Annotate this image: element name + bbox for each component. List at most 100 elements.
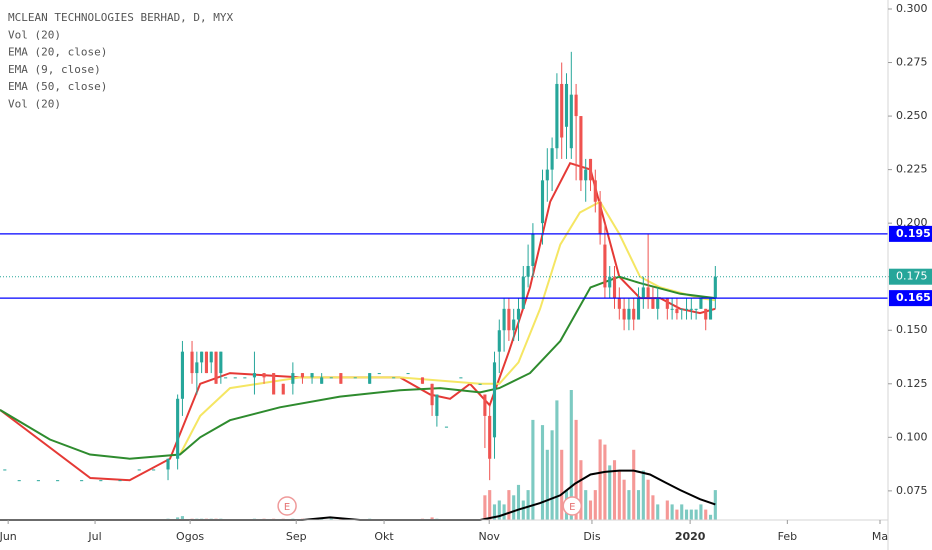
volume-bar — [598, 439, 602, 520]
volume-bar — [699, 504, 703, 520]
volume-bar — [531, 419, 535, 520]
level-label-box — [889, 225, 932, 242]
y-tick-label: 0.125 — [896, 377, 928, 390]
volume-bar — [689, 509, 693, 520]
candle-body — [641, 287, 645, 299]
candle-body — [545, 169, 549, 181]
volume-bar — [176, 517, 180, 520]
y-tick-label: 0.075 — [896, 484, 928, 497]
legend-line: Vol (20) — [8, 28, 61, 41]
volume-bar — [612, 460, 617, 520]
last-price-box — [889, 268, 932, 285]
volume-bar — [560, 449, 564, 520]
level-label: 0.195 — [896, 227, 931, 240]
legend-line: EMA (20, close) — [8, 46, 107, 59]
volume-bar — [339, 518, 343, 520]
candle-body — [574, 94, 578, 117]
candle-body — [675, 308, 679, 314]
x-tick-label: Sep — [286, 530, 307, 543]
volume-bar — [713, 490, 717, 520]
candle-body — [521, 276, 525, 309]
candle-body — [569, 94, 573, 149]
candle-body — [17, 480, 21, 482]
candle-body — [99, 480, 103, 482]
volume-bar — [588, 500, 593, 520]
volume-bar — [526, 490, 530, 520]
volume-bar — [497, 500, 501, 520]
candle-body — [190, 351, 194, 374]
candle-body — [526, 265, 530, 277]
candle-body — [502, 308, 506, 331]
candle-body — [233, 377, 237, 379]
candle-body — [320, 377, 324, 384]
candle-body — [588, 158, 593, 181]
volume-bar — [569, 390, 573, 520]
earnings-marker — [562, 496, 583, 516]
candle-body — [272, 373, 276, 395]
candle-body — [478, 383, 482, 385]
volume-bar — [521, 500, 525, 520]
y-tick-label: 0.275 — [896, 56, 928, 69]
candle-body — [579, 116, 583, 181]
volume-bar — [646, 479, 650, 520]
candle-body — [291, 373, 295, 384]
candle-body — [200, 351, 204, 363]
candle-body — [420, 377, 425, 384]
volume-bar — [492, 504, 497, 520]
candle-body — [137, 469, 141, 471]
candle-body — [612, 276, 617, 299]
candle-body — [176, 398, 180, 459]
candle-body — [704, 308, 708, 320]
volume-bar — [512, 495, 516, 520]
candle-body — [377, 373, 381, 375]
volume-bar — [603, 444, 607, 520]
volume-bar — [488, 490, 492, 520]
volume-bar — [708, 514, 713, 520]
candle-body — [627, 308, 631, 320]
candle-body — [262, 373, 266, 378]
candle-body — [564, 83, 569, 127]
level-label: 0.165 — [896, 291, 931, 304]
candle-body — [219, 351, 223, 374]
volume-bar — [502, 504, 506, 520]
y-tick-label: 0.300 — [896, 2, 928, 15]
volume-bar — [593, 490, 597, 520]
candle-body — [353, 377, 357, 379]
candle-body — [593, 180, 597, 202]
candle-body — [651, 298, 655, 309]
candle-body — [632, 308, 636, 320]
x-tick-label: 2020 — [675, 530, 706, 543]
candle-body — [444, 426, 449, 428]
x-tick-label: Dis — [583, 530, 601, 543]
candle-body — [665, 298, 669, 309]
candle-body — [195, 362, 199, 374]
volume-bar — [670, 504, 674, 520]
candle-body — [680, 308, 684, 310]
volume-bar — [430, 517, 434, 520]
earnings-label: E — [569, 502, 575, 513]
volume-bar — [665, 500, 669, 520]
volume-bar — [507, 490, 511, 520]
volume-bar — [329, 518, 333, 520]
x-tick-label: Feb — [778, 530, 797, 543]
legend-line: MCLEAN TECHNOLOGIES BERHAD, D, MYX — [8, 11, 234, 24]
y-tick-label: 0.150 — [896, 323, 928, 336]
candle-body — [281, 383, 285, 395]
volume-bar — [684, 509, 689, 520]
candle-body — [684, 308, 689, 310]
x-tick-label: Nov — [478, 530, 500, 543]
last-price-label: 0.175 — [896, 270, 928, 283]
candle-body — [459, 377, 463, 379]
volume-bar — [584, 490, 588, 520]
candle-body — [560, 83, 564, 138]
volume-bar — [550, 430, 554, 520]
y-tick-label: 0.225 — [896, 163, 928, 176]
candle-body — [483, 394, 487, 416]
volume-bar — [320, 518, 324, 520]
candle-body — [603, 244, 607, 288]
candle-body — [516, 308, 521, 320]
level-label-box — [889, 290, 932, 307]
volume-bar — [627, 490, 631, 520]
